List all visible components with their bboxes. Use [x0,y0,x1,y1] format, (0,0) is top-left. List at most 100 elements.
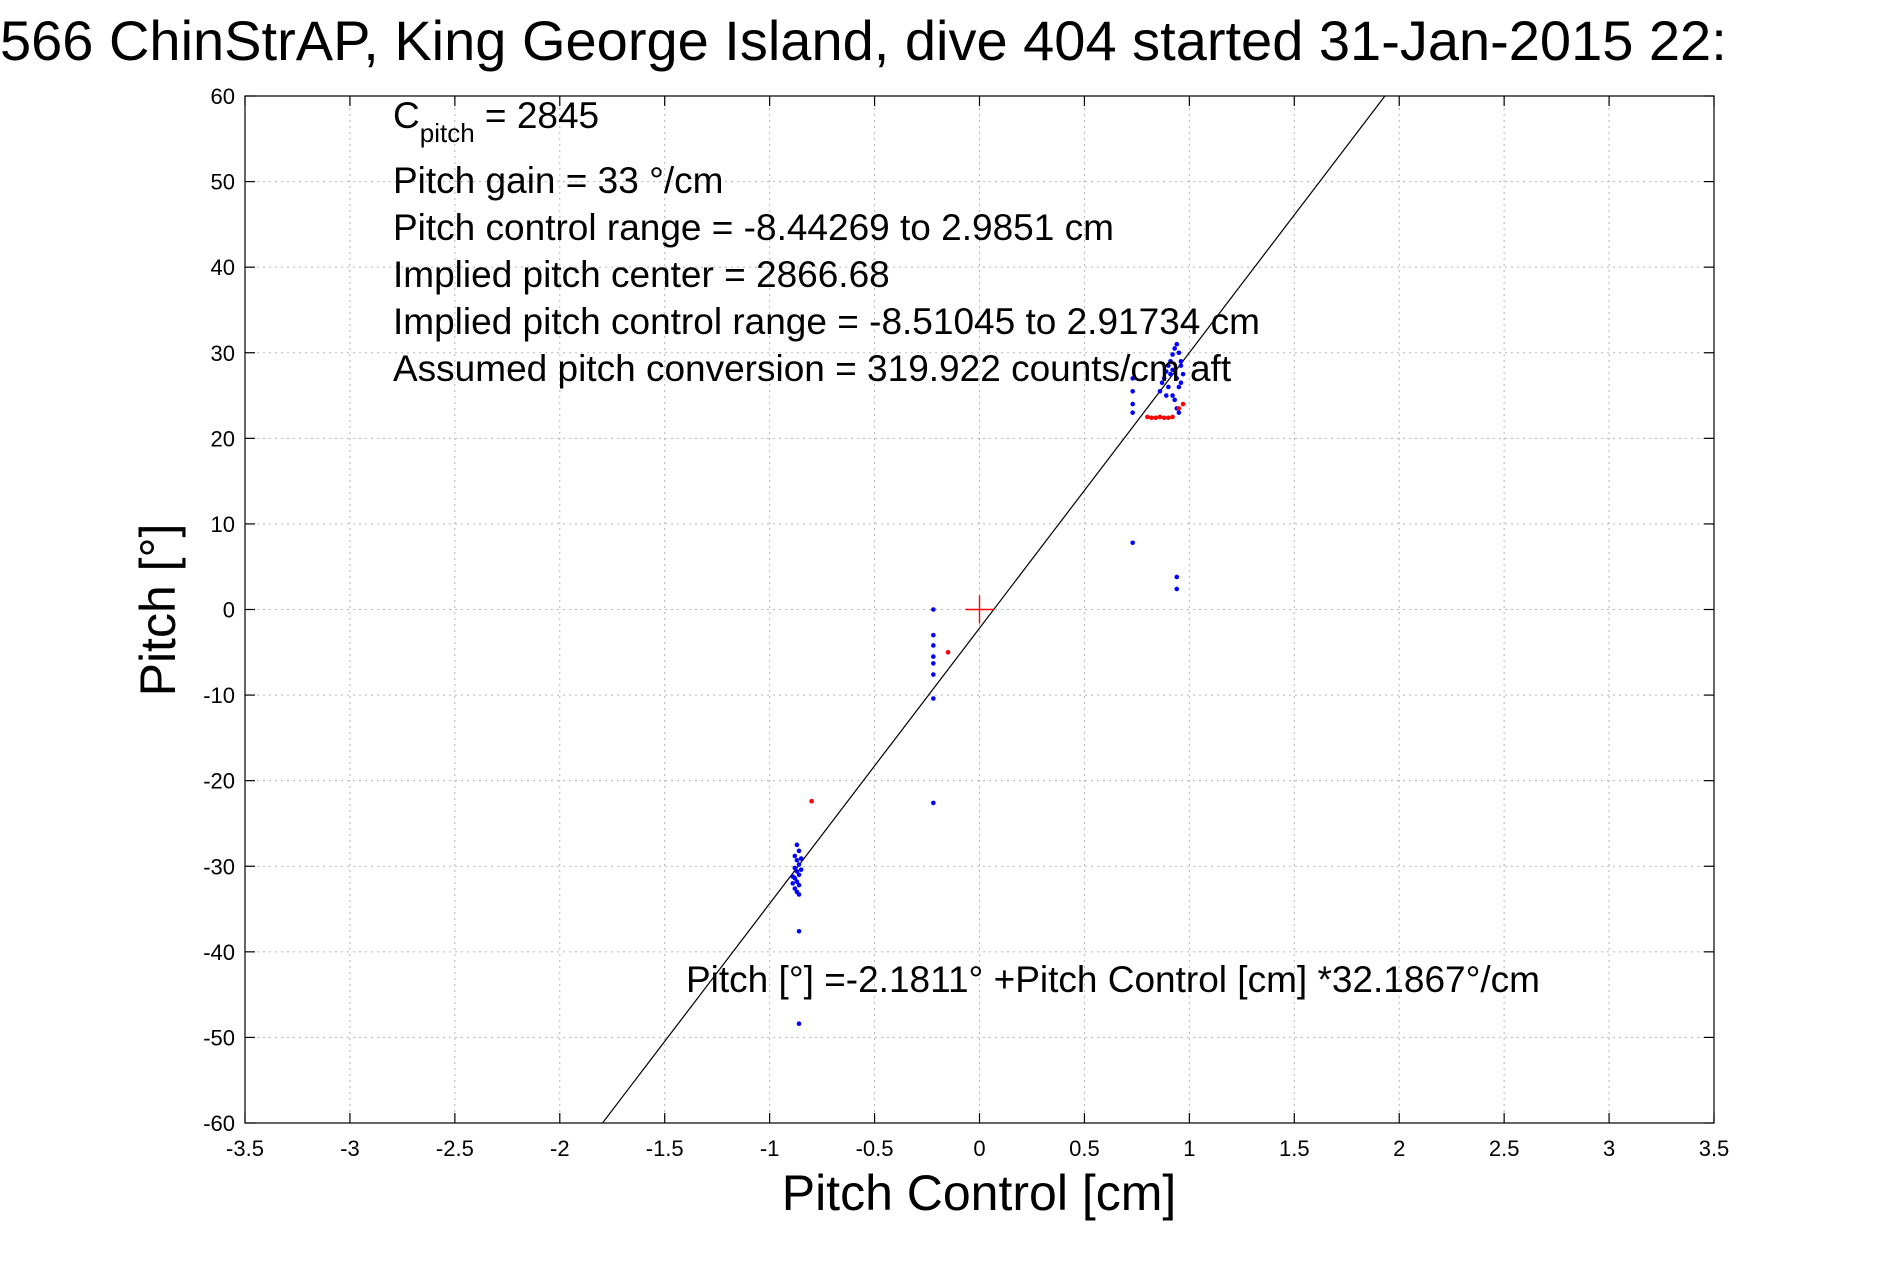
data-point-red [1180,401,1186,407]
data-point-blue [794,857,800,863]
y-tick-label: -60 [203,1111,235,1136]
x-tick-label: 0.5 [1069,1136,1100,1161]
data-point-blue [1174,341,1180,347]
data-point-blue [796,848,802,854]
data-point-blue [1163,393,1169,398]
data-point-blue [1168,359,1173,364]
data-point-red [1166,415,1171,421]
data-point-red [1145,414,1150,420]
data-point-blue [1178,359,1184,364]
data-point-red [945,649,951,655]
data-point-blue [1178,380,1184,386]
data-point-blue [931,607,936,612]
data-point-blue [796,928,802,934]
y-tick-label: -30 [203,854,235,879]
y-tick-label: 30 [211,341,235,366]
x-tick-label: 2.5 [1489,1136,1520,1161]
data-point-blue [798,856,804,861]
data-point-red [1157,414,1163,420]
x-tick-label: 3.5 [1699,1136,1730,1161]
data-point-blue [1157,388,1163,394]
grid [245,96,1714,1123]
data-point-blue [796,882,802,888]
annotation-line-implied-pitch-center: Implied pitch center = 2866.68 [393,254,890,295]
fit-equation-label: Pitch [°] =-2.1811° +Pitch Control [cm] … [686,959,1540,1000]
x-tick-label: -2.5 [436,1136,474,1161]
x-tick-label: -1.5 [646,1136,684,1161]
y-tick-label: 40 [211,255,235,280]
ticks [244,95,1715,1124]
data-point-blue [1170,352,1175,357]
data-point-blue [792,853,798,859]
data-point-blue [796,872,802,878]
data-point-blue [1174,586,1180,592]
c-pitch-subscript: pitch [420,118,475,148]
data-point-blue [931,643,936,648]
data-point-red [1149,415,1154,421]
data-point-blue [931,632,936,638]
data-point-blue [794,879,800,884]
data-point-blue [1130,410,1135,415]
data-point-blue [1174,574,1180,580]
y-tick-label: -10 [203,683,235,708]
data-point-blue [1130,376,1135,381]
annotation-block: Cpitch = 2845 Pitch gain = 33 °/cm Pitch… [393,95,1260,389]
y-tick-label: 50 [211,170,235,195]
x-tick-label: 3 [1603,1136,1615,1161]
tick-labels: -3.5 -3 -2.5 -2 -1.5 -1 -0.5 0 0.5 1 1.5 2 2.5 3 3.5 60… [203,84,1729,1161]
data-point-blue [931,654,936,659]
data-point-blue [1172,397,1177,403]
y-tick-label: 20 [211,426,235,451]
scatter-points [790,341,1186,1027]
data-point-blue [1170,393,1175,398]
data-point-blue [931,696,936,701]
center-marker [965,595,994,624]
data-point-blue [794,869,800,874]
data-point-blue [1130,540,1135,546]
c-pitch-main: C [393,95,420,136]
data-point-blue [790,874,796,879]
x-tick-label: -3.5 [226,1136,264,1161]
data-point-blue [1159,380,1165,386]
data-point-blue [931,800,936,806]
y-axis-label: Pitch [°] [130,524,186,697]
data-point-blue [1176,350,1182,356]
c-pitch-value: = 2845 [475,95,599,136]
data-point-blue [796,892,802,897]
data-point-blue [794,842,800,848]
x-tick-label: 0 [973,1136,985,1161]
data-point-blue [1163,369,1169,374]
data-point-blue [1166,384,1171,390]
data-point-blue [792,865,798,871]
data-point-blue [1178,363,1184,368]
data-point-red [1161,415,1167,421]
x-tick-label: -3 [340,1136,360,1161]
x-tick-label: 1.5 [1279,1136,1310,1161]
data-point-red [1176,406,1182,411]
c-pitch-line: Cpitch = 2845 [393,95,599,148]
y-tick-label: -40 [203,940,235,965]
annotation-line-implied-range: Implied pitch control range = -8.51045 t… [393,301,1260,342]
y-tick-label: 0 [223,598,235,623]
data-point-blue [931,672,936,677]
data-point-red [1153,415,1159,421]
data-point-red [1170,414,1175,420]
data-point-blue [798,867,804,872]
data-point-blue [1172,346,1177,351]
data-point-blue [1180,371,1186,377]
annotation-line-pitch-gain: Pitch gain = 33 °/cm [393,160,724,201]
annotation-line-pitch-conversion: Assumed pitch conversion = 319.922 count… [393,348,1232,389]
data-point-blue [1170,367,1175,373]
x-tick-label: -2 [550,1136,570,1161]
annotation-line-pitch-control-range: Pitch control range = -8.44269 to 2.9851… [393,207,1114,248]
x-tick-label: 2 [1393,1136,1405,1161]
data-point-blue [1130,388,1135,394]
x-tick-label: -1 [760,1136,780,1161]
data-point-red [809,798,814,804]
data-point-blue [1168,371,1173,377]
y-tick-label: 60 [211,84,235,109]
data-point-blue [931,661,936,666]
chart-title: 566 ChinStrAP, King George Island, dive … [0,9,1727,72]
x-tick-label: 1 [1183,1136,1195,1161]
data-point-blue [792,886,798,891]
